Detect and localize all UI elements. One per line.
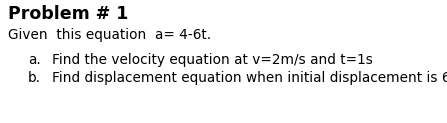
Text: Find the velocity equation at v=2m/s and t=1s: Find the velocity equation at v=2m/s and… (52, 53, 373, 67)
Text: Find displacement equation when initial displacement is 6m: Find displacement equation when initial … (52, 71, 447, 85)
Text: b.: b. (28, 71, 41, 85)
Text: Given  this equation  a= 4-6t.: Given this equation a= 4-6t. (8, 28, 211, 42)
Text: Problem # 1: Problem # 1 (8, 5, 128, 23)
Text: a.: a. (28, 53, 41, 67)
